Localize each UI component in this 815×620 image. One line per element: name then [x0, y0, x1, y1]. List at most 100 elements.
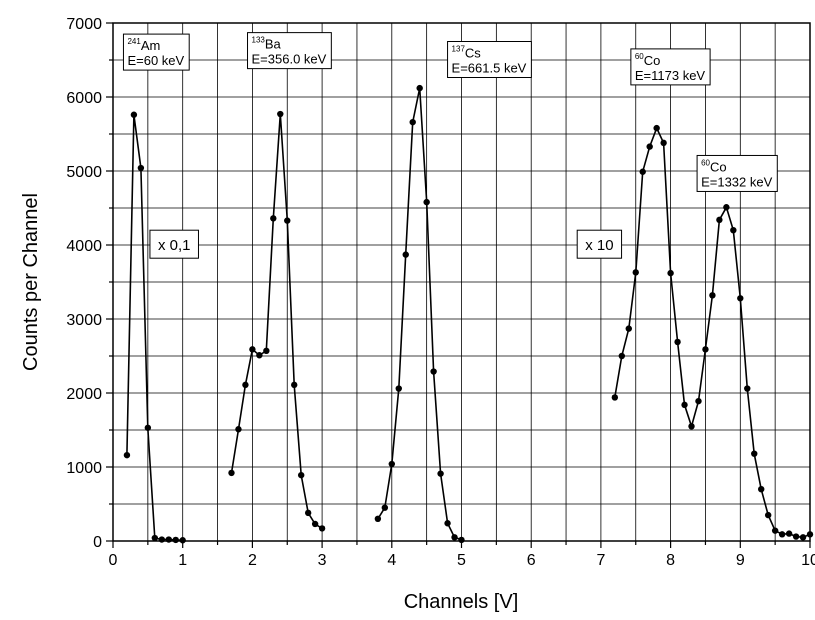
annotation-energy: E=356.0 keV: [252, 52, 327, 67]
data-point: [249, 346, 256, 353]
scale-label-box: [576, 229, 623, 259]
data-point: [674, 338, 681, 346]
data-point: [297, 471, 305, 479]
data-point: [639, 168, 646, 175]
data-point: [737, 295, 744, 302]
data-point: [646, 143, 653, 150]
scale-label-box: [149, 229, 199, 259]
scale-label-text: x 10: [585, 237, 613, 254]
data-point: [444, 520, 451, 527]
data-point: [158, 536, 165, 543]
data-point: [123, 451, 131, 459]
annotation-energy: E=1332 keV: [701, 174, 773, 189]
data-point: [381, 504, 389, 511]
x-tick-label: 1: [178, 552, 187, 569]
data-point: [151, 534, 159, 542]
data-point: [709, 292, 716, 299]
annotation-box: [630, 48, 711, 86]
x-tick-label: 4: [387, 552, 396, 569]
annotation-energy: E=60 keV: [127, 53, 184, 68]
x-tick-label: 6: [527, 552, 536, 569]
data-point: [311, 520, 319, 528]
data-point: [716, 216, 723, 224]
data-point: [695, 397, 702, 405]
data-point: [172, 536, 179, 544]
series-line-2: [230, 113, 323, 530]
scale-label-2: x 10: [576, 229, 623, 259]
data-point: [416, 84, 423, 92]
isotope-mass-number: 60: [635, 52, 644, 61]
x-tick-label: 2: [248, 552, 257, 569]
data-point: [632, 269, 639, 276]
x-axis-title: Channels [V]: [404, 591, 519, 613]
data-point: [653, 124, 660, 132]
data-point: [702, 346, 709, 353]
data-point: [144, 424, 152, 431]
data-point: [771, 527, 779, 534]
annotation-box: [122, 33, 190, 71]
data-point: [318, 525, 326, 532]
data-point: [165, 536, 172, 543]
y-tick-label: 7000: [66, 16, 102, 33]
annotation-energy: E=661.5 keV: [452, 61, 527, 76]
x-tick-label: 5: [457, 552, 466, 569]
data-point: [451, 534, 458, 541]
data-point: [409, 118, 416, 126]
data-point: [284, 217, 291, 224]
isotope-mass-number: 137: [452, 45, 466, 54]
data-point: [778, 531, 786, 538]
data-point: [667, 269, 674, 277]
data-point: [256, 352, 263, 359]
isotope-symbol: Cs: [465, 46, 481, 61]
y-tick-label: 6000: [66, 90, 102, 107]
data-point: [688, 423, 695, 430]
data-point: [395, 385, 402, 392]
isotope-mass-number: 133: [252, 36, 266, 45]
y-tick-label: 1000: [66, 460, 102, 477]
data-point: [799, 534, 807, 541]
isotope-symbol: Am: [141, 38, 161, 53]
data-point: [263, 347, 270, 355]
annotation-isotope: 60Co: [635, 52, 661, 68]
isotope-symbol: Ba: [265, 37, 282, 52]
ticks-group: 0 1 2 3 4 5 6 7 8 9 10 0 1000 2000 3000 4000 5000 6000 700…: [66, 16, 815, 569]
isotope-mass-number: 241: [127, 37, 141, 46]
scale-label-text: x 0,1: [158, 237, 191, 254]
data-point: [758, 486, 765, 493]
scale-label-1: x 0,1: [149, 229, 199, 259]
data-point: [235, 426, 242, 433]
isotope-symbol: Co: [644, 53, 661, 68]
data-point: [291, 381, 298, 389]
data-point: [423, 198, 430, 206]
data-point: [304, 509, 312, 517]
data-point: [277, 110, 284, 118]
data-point: [730, 227, 737, 234]
data-point: [625, 325, 632, 332]
annotation-box: [447, 41, 532, 78]
series-line-1: [126, 114, 183, 542]
annotation-energy: E=1173 keV: [635, 68, 706, 83]
data-point: [228, 469, 235, 477]
data-point: [130, 111, 138, 118]
data-point: [137, 164, 145, 172]
data-point: [402, 251, 409, 258]
data-point: [437, 470, 444, 477]
annotation-isotope: 137Cs: [452, 45, 482, 61]
data-point: [723, 204, 730, 211]
annotation-box: [247, 32, 332, 70]
data-point: [681, 401, 688, 409]
annotation-box: [696, 154, 778, 192]
data-point: [388, 460, 395, 468]
data-point: [374, 515, 382, 522]
x-tick-label: 0: [109, 552, 118, 569]
x-tick-label: 7: [596, 552, 605, 569]
data-point: [785, 530, 793, 537]
isotope-symbol: Co: [710, 159, 727, 174]
x-tick-label: 9: [736, 552, 745, 569]
